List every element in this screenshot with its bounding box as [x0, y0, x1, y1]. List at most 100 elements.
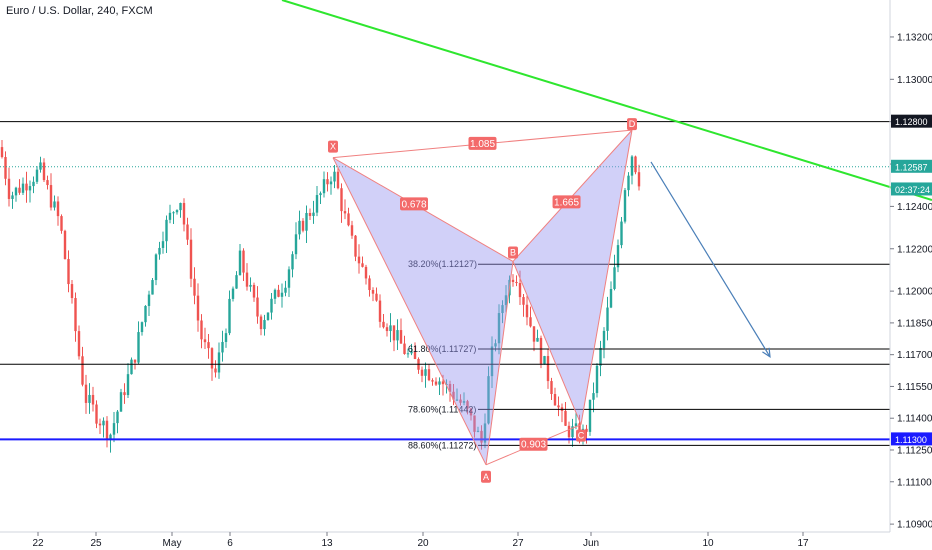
candle-body — [336, 171, 340, 189]
candle-body — [539, 337, 543, 365]
y-tick-label: 1.12400 — [897, 202, 932, 213]
candle-body — [77, 331, 81, 357]
ratio-label: 0.678 — [401, 199, 426, 210]
candle-body — [501, 305, 504, 314]
y-tick-label: 1.13200 — [897, 32, 932, 43]
candle-body — [557, 405, 560, 408]
candle-body — [25, 183, 28, 191]
candle-body — [147, 294, 151, 306]
candle-body — [616, 245, 620, 268]
candle-body — [543, 356, 546, 365]
candle-body — [168, 212, 172, 220]
candle-body — [515, 281, 518, 284]
candle-body — [91, 394, 95, 405]
candle-body — [109, 434, 112, 440]
y-tick-label: 1.11250 — [897, 445, 932, 456]
price-badge-label: 1.12800 — [895, 117, 928, 127]
pattern-point-badge — [328, 140, 338, 153]
ratio-label: 1.665 — [554, 197, 579, 208]
candle-body — [413, 351, 417, 359]
pattern-point-badge — [508, 246, 518, 259]
candle-body — [126, 374, 130, 396]
candle-body — [322, 179, 326, 194]
candle-body — [28, 186, 32, 191]
candle-body — [263, 320, 266, 330]
candle-body — [119, 392, 123, 412]
candle-body — [301, 220, 305, 231]
candle-body — [585, 428, 588, 432]
candle-body — [35, 169, 39, 182]
candle-body — [189, 239, 193, 279]
candle-body — [378, 300, 382, 322]
candle-body — [154, 254, 158, 281]
pattern-xab-fill — [333, 157, 513, 465]
candle-body — [235, 275, 238, 289]
x-tick-label: May — [163, 538, 182, 549]
candle-body — [266, 312, 270, 321]
price-badge — [891, 432, 932, 446]
candle-body — [298, 220, 301, 235]
candle-body — [179, 202, 182, 211]
candle-body — [305, 212, 308, 231]
candle-body — [277, 289, 280, 297]
candle-body — [476, 430, 480, 432]
candle-body — [343, 211, 347, 214]
candle-body — [483, 423, 487, 443]
candle-body — [637, 172, 641, 187]
x-tick-label: 27 — [512, 538, 524, 549]
candle-body — [221, 341, 224, 353]
candle-body — [553, 394, 557, 406]
y-tick-label: 1.11100 — [897, 477, 932, 488]
candle-body — [487, 376, 490, 424]
candle-body — [0, 147, 4, 158]
candle-body — [193, 278, 196, 296]
candle-body — [49, 185, 53, 208]
candle-body — [504, 295, 508, 306]
y-tick-label: 1.10900 — [897, 520, 932, 531]
candle-body — [550, 381, 553, 395]
candle-body — [259, 316, 263, 330]
candle-body — [161, 241, 165, 248]
candle-body — [333, 171, 336, 182]
candle-body — [375, 293, 378, 301]
y-tick-label: 1.11550 — [897, 382, 932, 393]
pattern-point-badge — [481, 470, 491, 483]
candle-body — [18, 187, 21, 193]
candle-body — [441, 381, 445, 385]
x-tick-label: 20 — [417, 538, 429, 549]
candle-body — [532, 326, 536, 342]
pattern-leg-bc — [512, 261, 582, 425]
candle-body — [357, 256, 361, 264]
candle-body — [392, 325, 396, 341]
candle-body — [599, 347, 602, 366]
x-tick-label: 6 — [227, 538, 233, 549]
fib-level-label: 78.60%(1.11442) — [408, 404, 476, 414]
candle-body — [329, 181, 333, 185]
price-badge-label: 02:37:24 — [895, 185, 930, 195]
candle-body — [228, 298, 231, 334]
candle-body — [434, 381, 438, 385]
x-tick-label: Jun — [583, 538, 599, 549]
levels-group: 38.20%(1.12127) 61.80%(1.11727) 78.60%(1.1… — [0, 121, 890, 450]
candle-body — [354, 235, 357, 257]
candle-body — [32, 181, 35, 187]
price-badge — [891, 159, 932, 173]
candle-body — [224, 333, 228, 342]
candle-body — [74, 298, 77, 332]
candle-body — [424, 369, 427, 376]
candle-body — [252, 284, 256, 298]
y-tick-label: 1.12000 — [897, 287, 932, 298]
candle-body — [536, 337, 539, 342]
projection-arrow-shaft — [650, 161, 771, 358]
candle-body — [81, 356, 84, 385]
candle-body — [396, 330, 399, 341]
candle-body — [11, 195, 14, 199]
candle-body — [595, 365, 599, 394]
candle-body — [270, 298, 273, 313]
candle-body — [182, 202, 186, 225]
candle-body — [602, 330, 606, 348]
pattern-point-badge — [576, 429, 586, 442]
fib-level-label: 61.80%(1.11727) — [408, 344, 476, 354]
candle-body — [67, 259, 70, 285]
